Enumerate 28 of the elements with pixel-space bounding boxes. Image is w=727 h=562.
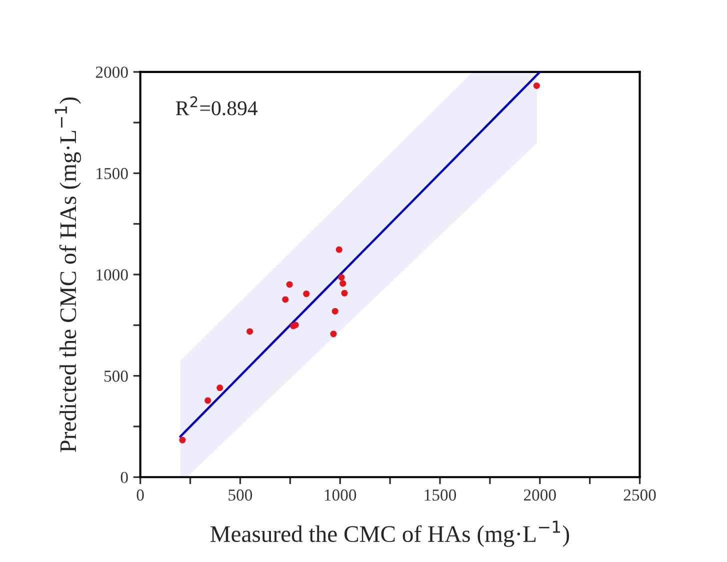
x-tick-label: 500	[228, 489, 252, 501]
y-axis-title: Predicted the CMC of HAs (mg·L$^{−1}$)	[54, 97, 82, 452]
x-tick-label: 0	[136, 489, 144, 501]
point	[282, 296, 289, 303]
point	[533, 82, 540, 89]
point	[286, 281, 293, 288]
point	[336, 246, 342, 253]
y-tick-label: 2000	[96, 66, 128, 78]
point	[341, 290, 348, 296]
point	[340, 280, 346, 287]
x-axis-title: Measured the CMC of HAs (mg·L$^{−1}$)	[210, 520, 570, 547]
point	[303, 290, 310, 298]
point	[338, 274, 345, 281]
x-tick-label: 1500	[424, 489, 456, 501]
y-tick-label: 1500	[96, 168, 128, 180]
point	[330, 330, 337, 338]
point	[216, 384, 224, 392]
x-tick-label: 2000	[524, 489, 556, 501]
y-tick-label: 1000	[96, 269, 128, 280]
x-tick-label: 2500	[624, 489, 656, 501]
y-tick-label: 500	[104, 370, 128, 382]
point	[246, 328, 254, 335]
x-tick-label: 1000	[324, 489, 356, 501]
point	[204, 397, 212, 404]
annotation: R$^{2}$=0.894	[176, 96, 258, 116]
point	[179, 436, 186, 444]
point	[332, 308, 338, 314]
y-tick-label: 0	[120, 472, 128, 484]
